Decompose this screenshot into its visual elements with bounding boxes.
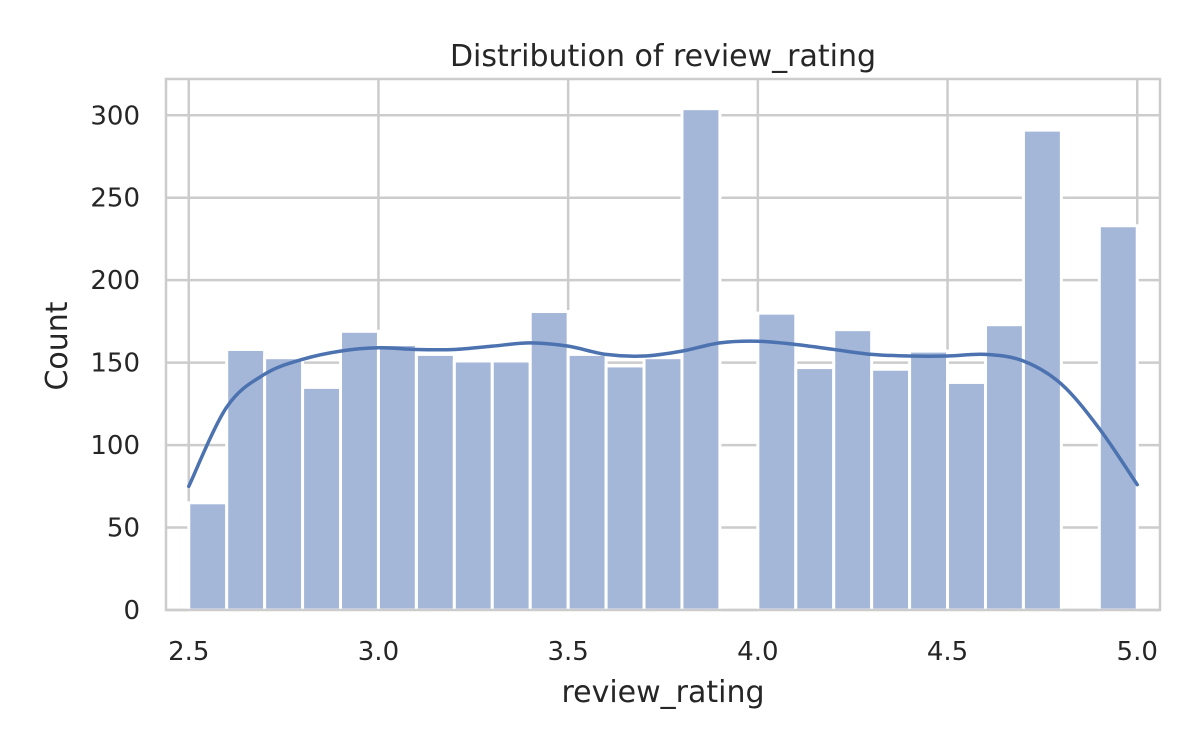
histogram-bar [263, 356, 305, 612]
x-tick-labels: 2.5 3.0 3.5 4.0 4.5 5.0 [168, 637, 1158, 667]
y-tick-label: 150 [90, 349, 140, 379]
x-tick-label: 4.0 [737, 637, 778, 667]
histogram-bar [490, 359, 532, 612]
histogram-bar [301, 385, 343, 612]
histogram-bar [414, 352, 456, 612]
histogram-bar [1097, 224, 1139, 612]
histogram-bar [339, 329, 380, 612]
y-tick-label: 200 [90, 266, 140, 296]
y-axis-label: Count [40, 301, 75, 390]
histogram-bar [946, 380, 987, 612]
histogram-bar [870, 367, 912, 612]
y-tick-label: 250 [90, 184, 140, 214]
histogram-bar [832, 328, 874, 612]
histogram-bar [187, 501, 229, 612]
y-tick-labels: 0 50 100 150 200 250 300 [90, 101, 140, 626]
histogram-bar [566, 352, 608, 612]
y-tick-label: 100 [90, 431, 140, 461]
plot-frame [164, 77, 1162, 612]
histogram-bar [604, 364, 646, 612]
x-tick-label: 3.5 [547, 637, 588, 667]
histogram-bar [756, 311, 798, 612]
y-tick-label: 300 [90, 101, 140, 131]
x-tick-label: 2.5 [168, 637, 209, 667]
x-tick-label: 3.0 [358, 637, 399, 667]
histogram-bar [908, 349, 950, 612]
y-tick-label: 0 [123, 596, 140, 626]
histogram-bar [452, 359, 494, 612]
histogram-bar [376, 343, 418, 612]
histogram-bar [642, 356, 684, 612]
kde-curve [187, 339, 1139, 489]
histogram-bars [187, 107, 1139, 612]
x-tick-label: 5.0 [1117, 637, 1158, 667]
chart-title: Distribution of review_rating [450, 39, 876, 74]
x-tick-label: 4.5 [927, 637, 968, 667]
histogram-bar [794, 366, 836, 612]
histogram-bar [983, 323, 1025, 612]
histogram-bar [528, 310, 570, 612]
y-tick-label: 50 [107, 514, 140, 544]
histogram-bar [680, 107, 722, 612]
x-axis-label: review_rating [561, 675, 764, 710]
